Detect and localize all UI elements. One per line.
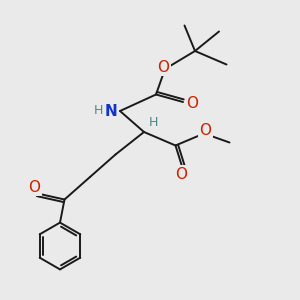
Text: N: N	[105, 103, 117, 118]
Text: H: H	[149, 116, 158, 129]
Text: H: H	[94, 104, 103, 118]
Text: O: O	[176, 167, 188, 182]
Text: O: O	[158, 60, 169, 75]
Text: O: O	[186, 96, 198, 111]
Text: O: O	[28, 180, 40, 195]
Text: O: O	[200, 123, 211, 138]
